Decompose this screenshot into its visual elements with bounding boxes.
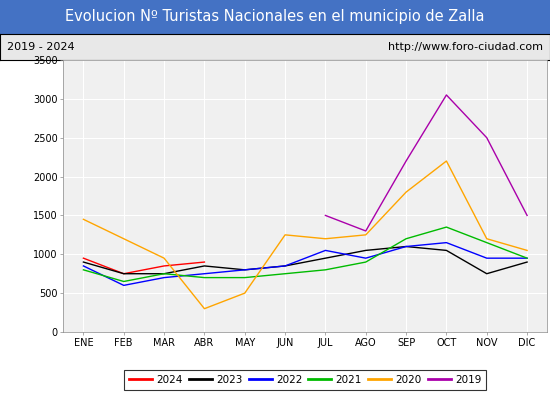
Text: http://www.foro-ciudad.com: http://www.foro-ciudad.com bbox=[388, 42, 543, 52]
Text: 2019 - 2024: 2019 - 2024 bbox=[7, 42, 74, 52]
Legend: 2024, 2023, 2022, 2021, 2020, 2019: 2024, 2023, 2022, 2021, 2020, 2019 bbox=[124, 370, 486, 390]
Text: Evolucion Nº Turistas Nacionales en el municipio de Zalla: Evolucion Nº Turistas Nacionales en el m… bbox=[65, 10, 485, 24]
